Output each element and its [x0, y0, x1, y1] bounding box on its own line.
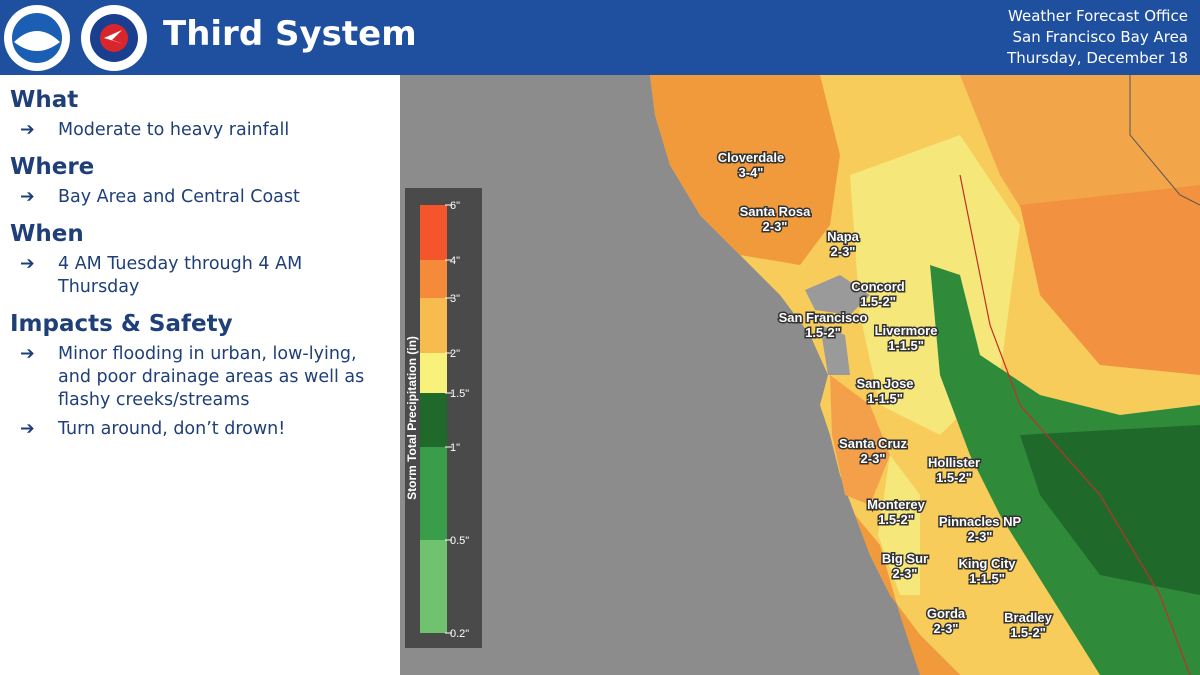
- bullet: 4 AM Tuesday through 4 AM Thursday: [0, 253, 380, 299]
- city-amount: 1-1.5": [888, 338, 924, 353]
- city-amount: 1-1.5": [969, 571, 1005, 586]
- title: Third System: [163, 14, 417, 54]
- section-heading: Where: [10, 154, 95, 180]
- city-name: Livermore: [875, 323, 938, 338]
- city-amount: 2-3": [968, 529, 993, 544]
- legend-tick-label: 0.5": [450, 535, 469, 547]
- city-name: Concord: [851, 279, 905, 294]
- legend-swatch: [420, 260, 447, 298]
- city-amount: 1.5-2": [805, 325, 841, 340]
- legend: 6" 4" 3" 2" 1.5" 1" 0.5" 0.2" Storm Total Preci…: [405, 188, 482, 648]
- legend-tick-label: 4": [450, 255, 460, 267]
- legend-tick-label: 3": [450, 293, 460, 305]
- section-heading: Impacts & Safety: [10, 311, 233, 337]
- city-amount: 2-3": [763, 219, 788, 234]
- city-name: Pinnacles NP: [939, 514, 1022, 529]
- legend-tick-label: 1": [450, 442, 460, 454]
- bullet: Minor flooding in urban, low-lying, and …: [0, 343, 380, 412]
- city-amount: 1.5-2": [860, 294, 896, 309]
- bullet: Bay Area and Central Coast: [0, 186, 380, 209]
- legend-swatch: [420, 393, 447, 447]
- city-amount: 2-3": [934, 621, 959, 636]
- city-amount: 2-3": [861, 451, 886, 466]
- city-amount: 1-1.5": [867, 391, 903, 406]
- city-amount: 2-3": [831, 244, 856, 259]
- city-name: San Jose: [856, 376, 913, 391]
- office-line: San Francisco Bay Area: [1012, 28, 1188, 46]
- legend-swatch: [420, 205, 447, 260]
- legend-tick-label: 2": [450, 348, 460, 360]
- legend-swatch: [420, 353, 447, 393]
- legend-tick-label: 0.2": [450, 628, 469, 640]
- city-name: Santa Rosa: [740, 204, 812, 219]
- map: 6" 4" 3" 2" 1.5" 1" 0.5" 0.2" Storm Total Preci…: [400, 75, 1200, 675]
- legend-swatch: [420, 447, 447, 540]
- city-amount: 2-3": [893, 566, 918, 581]
- city-name: Hollister: [928, 455, 980, 470]
- city-name: Bradley: [1004, 610, 1052, 625]
- office-info: Weather Forecast Office San Francisco Ba…: [1007, 6, 1188, 69]
- legend-tick-label: 6": [450, 200, 460, 212]
- city-amount: 1.5-2": [936, 470, 972, 485]
- office-line: Weather Forecast Office: [1008, 7, 1188, 25]
- city-name: Santa Cruz: [839, 436, 907, 451]
- city-name: King City: [958, 556, 1016, 571]
- city-amount: 3-4": [739, 165, 764, 180]
- bullet: Turn around, don’t drown!: [0, 418, 380, 441]
- text-panel: What Moderate to heavy rainfall Where Bay A…: [0, 75, 400, 675]
- city-name: Big Sur: [882, 551, 928, 566]
- legend-tick-label: 1.5": [450, 388, 469, 400]
- section-heading: When: [10, 221, 84, 247]
- header: Third System Weather Forecast Office San…: [0, 0, 1200, 75]
- legend-swatch: [420, 298, 447, 353]
- city-name: San Francisco: [779, 310, 868, 325]
- city-amount: 1.5-2": [1010, 625, 1046, 640]
- bullet: Moderate to heavy rainfall: [0, 119, 380, 142]
- city-name: Monterey: [867, 497, 926, 512]
- office-line: Thursday, December 18: [1007, 49, 1188, 67]
- logos: [4, 5, 147, 71]
- city-name: Gorda: [927, 606, 966, 621]
- city-name: Napa: [827, 229, 860, 244]
- city-name: Cloverdale: [718, 150, 784, 165]
- section-heading: What: [10, 87, 79, 113]
- legend-swatch: [420, 540, 447, 633]
- city-amount: 1.5-2": [878, 512, 914, 527]
- legend-title: Storm Total Precipitation (in): [405, 336, 419, 500]
